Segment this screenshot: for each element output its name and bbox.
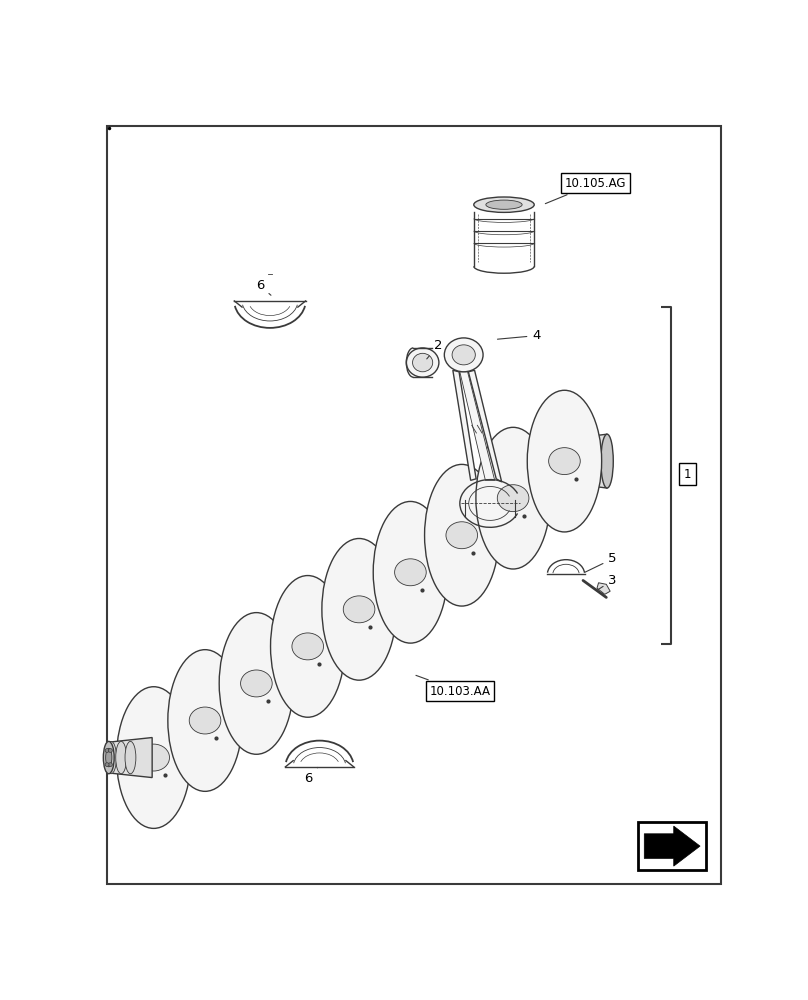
Ellipse shape [189, 707, 221, 734]
Ellipse shape [525, 482, 553, 521]
Ellipse shape [429, 566, 444, 584]
Ellipse shape [172, 701, 187, 719]
Text: 10.105.AG: 10.105.AG [545, 177, 626, 204]
Polygon shape [644, 826, 700, 866]
Ellipse shape [422, 556, 450, 595]
Polygon shape [597, 583, 610, 594]
Ellipse shape [223, 715, 238, 732]
Ellipse shape [528, 390, 602, 532]
Text: 5: 5 [585, 552, 617, 572]
Ellipse shape [601, 434, 613, 488]
Circle shape [108, 763, 112, 767]
Text: 6: 6 [255, 279, 271, 295]
Ellipse shape [322, 538, 396, 680]
Text: 2: 2 [427, 339, 442, 359]
Polygon shape [452, 370, 476, 480]
Circle shape [108, 749, 112, 752]
Ellipse shape [497, 485, 529, 512]
Ellipse shape [103, 741, 114, 774]
Ellipse shape [473, 468, 502, 507]
Text: 6: 6 [305, 767, 318, 785]
Ellipse shape [480, 479, 494, 496]
Ellipse shape [373, 501, 448, 643]
Ellipse shape [106, 741, 116, 774]
Ellipse shape [532, 492, 546, 510]
Ellipse shape [319, 630, 347, 669]
Ellipse shape [549, 448, 580, 475]
Ellipse shape [271, 576, 345, 717]
Ellipse shape [424, 464, 499, 606]
Ellipse shape [406, 348, 439, 377]
Ellipse shape [292, 633, 323, 660]
Bar [638, 822, 706, 870]
Ellipse shape [106, 748, 112, 767]
Ellipse shape [486, 200, 522, 209]
Ellipse shape [371, 542, 398, 581]
Ellipse shape [413, 353, 433, 372]
Circle shape [105, 763, 109, 767]
Ellipse shape [473, 197, 534, 212]
Text: 1: 1 [684, 468, 692, 481]
Polygon shape [469, 370, 502, 482]
Text: 10.103.AA: 10.103.AA [416, 675, 490, 698]
Polygon shape [109, 738, 152, 778]
Ellipse shape [446, 522, 478, 549]
Ellipse shape [377, 553, 392, 570]
Ellipse shape [168, 650, 242, 791]
Ellipse shape [444, 338, 483, 372]
Text: 3: 3 [598, 574, 617, 590]
Polygon shape [460, 372, 494, 480]
Ellipse shape [241, 670, 272, 697]
Ellipse shape [326, 641, 341, 658]
Ellipse shape [476, 427, 550, 569]
Circle shape [105, 749, 109, 752]
Ellipse shape [116, 687, 191, 828]
Ellipse shape [268, 616, 296, 655]
Ellipse shape [394, 559, 427, 586]
Ellipse shape [343, 596, 375, 623]
Text: 4: 4 [498, 329, 541, 342]
Polygon shape [565, 434, 607, 488]
Ellipse shape [219, 613, 293, 754]
Ellipse shape [452, 345, 475, 365]
Ellipse shape [166, 690, 193, 729]
Ellipse shape [217, 704, 245, 743]
Ellipse shape [275, 627, 289, 645]
Ellipse shape [116, 741, 127, 774]
Ellipse shape [138, 744, 170, 771]
Ellipse shape [125, 741, 136, 774]
